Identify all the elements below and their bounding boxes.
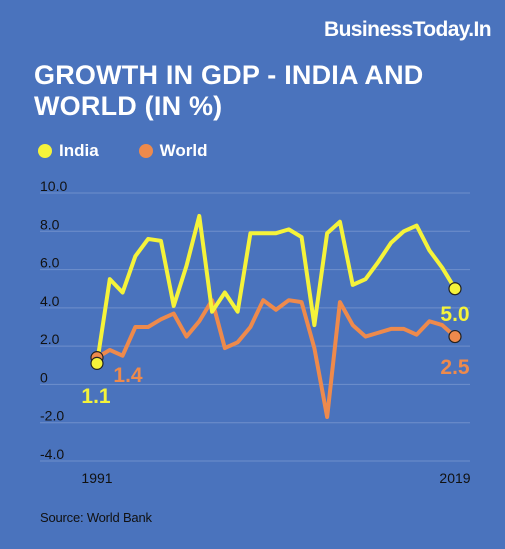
y-tick-label: -2.0 (40, 408, 64, 424)
x-tick-label: 1991 (81, 470, 112, 486)
end-marker-india (448, 282, 462, 296)
y-tick-label: 0 (40, 369, 48, 385)
y-tick-label: 8.0 (40, 216, 60, 232)
legend-label-india: India (59, 141, 99, 160)
data-label-world-end: 2.5 (440, 356, 470, 379)
legend-marker-world (138, 144, 153, 158)
legend: India World (38, 141, 248, 161)
legend-item-india: India (38, 141, 99, 161)
y-tick-label: 4.0 (40, 293, 60, 309)
start-marker-india (90, 356, 104, 370)
source-note: Source: World Bank (40, 510, 152, 525)
brand-logo: BusinessToday.In (324, 18, 492, 41)
data-label-india-start: 1.1 (81, 385, 111, 408)
legend-marker-india (38, 144, 52, 158)
y-tick-label: 2.0 (40, 331, 60, 347)
legend-label-world: World (159, 141, 208, 160)
end-marker-world (448, 329, 462, 344)
chart-title: GROWTH IN GDP - INDIA AND WORLD (IN %) (34, 60, 474, 122)
y-tick-label: 6.0 (40, 255, 60, 271)
y-tick-label: 10.0 (40, 178, 67, 194)
chart-title-line-2: WORLD (IN %) (34, 91, 223, 121)
x-tick-label: 2019 (439, 470, 470, 486)
series-line-world (95, 298, 457, 419)
chart-title-line-1: GROWTH IN GDP - INDIA AND (34, 60, 424, 90)
legend-item-world: World (138, 141, 208, 161)
data-label-india-end: 5.0 (440, 303, 469, 326)
y-tick-label: -4.0 (40, 446, 64, 462)
data-label-world-start: 1.4 (113, 364, 143, 387)
series-line-india (95, 213, 457, 366)
